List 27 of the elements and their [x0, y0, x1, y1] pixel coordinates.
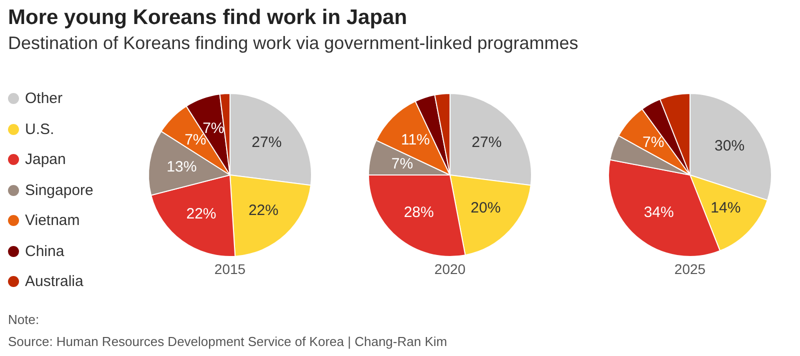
- data-label: 27%: [252, 134, 282, 151]
- data-label: 20%: [470, 200, 501, 217]
- legend-label: Other: [24, 90, 63, 107]
- data-label: 22%: [248, 202, 278, 219]
- text: 2020: [433, 261, 467, 277]
- text: 2025: [673, 261, 707, 277]
- legend-label: Singapore: [24, 182, 94, 198]
- data-label: 13%: [166, 158, 197, 176]
- data-label: 34%: [644, 204, 674, 221]
- legend-label: China: [24, 242, 64, 260]
- chart-subtitle: Destination of Koreans finding work via government-linked programmes: [8, 33, 578, 54]
- data-label: 30%: [714, 137, 745, 154]
- data-label: 7%: [642, 134, 664, 151]
- data-label: 27%: [472, 134, 502, 151]
- legend-label: Australia: [24, 273, 84, 290]
- text: Note:: [8, 312, 40, 327]
- data-label: 14%: [710, 200, 741, 217]
- text: 2015: [213, 261, 247, 277]
- data-label: 22%: [186, 206, 216, 223]
- data-label: 7%: [391, 155, 414, 172]
- legend-label: U.S.: [24, 120, 54, 138]
- legend-label: Japan: [24, 151, 66, 168]
- chart-title: More young Koreans find work in Japan: [8, 6, 408, 30]
- data-label: 11%: [400, 132, 430, 149]
- data-label: 28%: [404, 204, 434, 221]
- source-note: Source: Human Resources Development Service of Korea | Chang-Ran Kim: [8, 334, 448, 349]
- legend-label: Vietnam: [24, 212, 80, 229]
